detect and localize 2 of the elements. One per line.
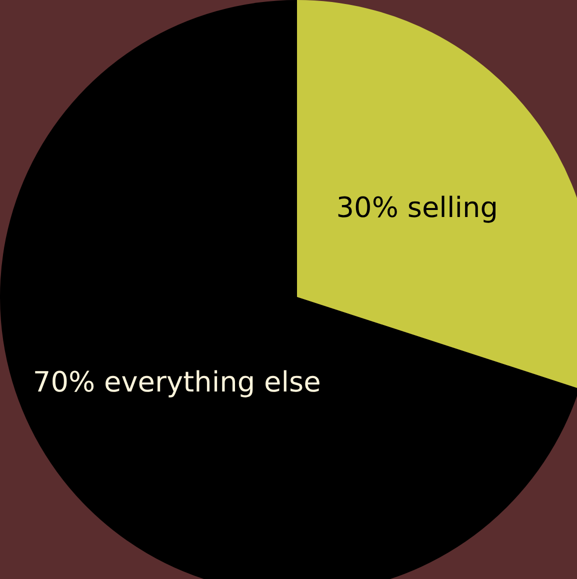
slice-label: 30% selling: [336, 190, 498, 224]
slice-label: 70% everything else: [32, 366, 321, 399]
